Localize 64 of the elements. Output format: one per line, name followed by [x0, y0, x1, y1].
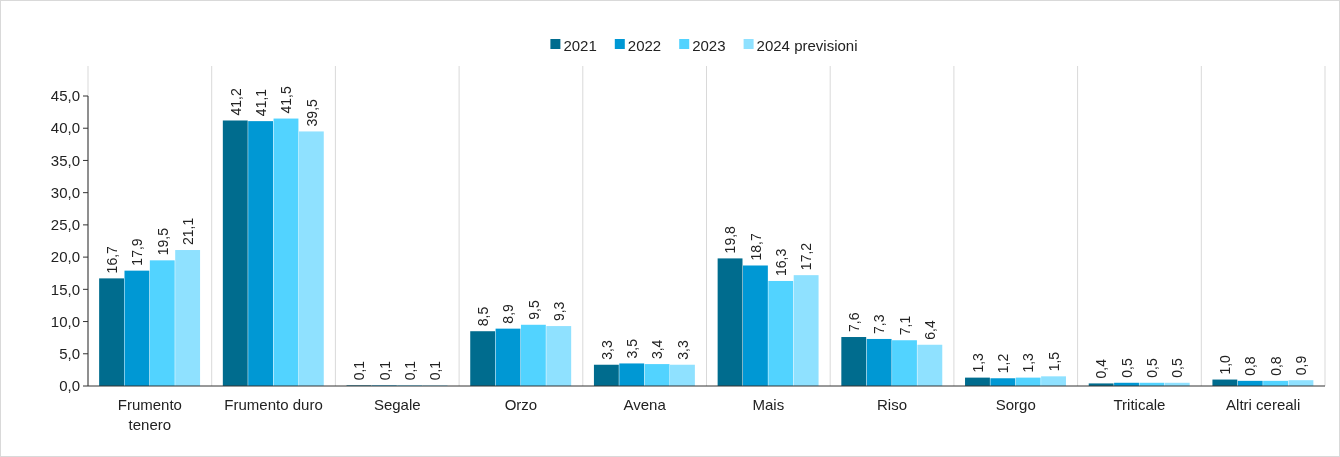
data-label: 41,5 [278, 86, 295, 114]
data-label: 1,5 [1045, 351, 1062, 372]
data-label: 7,3 [871, 314, 888, 334]
data-label: 19,8 [722, 225, 739, 254]
y-tick-label: 40,0 [50, 119, 80, 137]
data-label: 0,1 [427, 360, 444, 381]
data-label: 8,5 [474, 306, 491, 327]
data-label: 8,9 [500, 303, 517, 324]
x-tick-label: Segale [373, 396, 421, 413]
data-label: 0,9 [1293, 355, 1310, 376]
x-tick-label: Avena [623, 396, 667, 413]
data-label: 3,4 [649, 339, 666, 360]
x-tick-label: Altri cereali [1226, 396, 1301, 413]
data-label: 0,1 [351, 360, 368, 381]
data-label: 1,0 [1217, 354, 1234, 375]
y-tick-label: 45,0 [50, 87, 80, 105]
data-label: 0,5 [1118, 358, 1135, 378]
x-tick-label: Riso [877, 396, 908, 413]
data-label: 19,5 [154, 227, 171, 256]
x-tick-label: Mais [752, 396, 785, 413]
data-label: 7,6 [846, 312, 863, 333]
y-tick-label: 5,0 [59, 345, 80, 363]
x-tick-label: Triticale [1113, 396, 1166, 413]
data-label: 7,1 [896, 315, 913, 336]
data-label: 39,5 [303, 98, 320, 127]
data-label: 0,1 [376, 360, 393, 381]
data-label: 1,3 [1020, 352, 1037, 373]
data-label: 0,8 [1242, 356, 1259, 376]
y-tick-label: 30,0 [50, 183, 80, 201]
data-label: 0,4 [1093, 358, 1110, 379]
data-label: 1,2 [995, 353, 1012, 374]
data-label: 0,8 [1267, 356, 1284, 376]
y-tick-label: 0,0 [59, 377, 80, 395]
data-label: 9,5 [525, 300, 542, 320]
data-label: 41,2 [227, 88, 244, 116]
y-tick-label: 15,0 [50, 280, 80, 298]
data-label: 17,9 [129, 238, 146, 266]
x-tick-label: Frumento duro [224, 396, 323, 413]
y-tick-label: 35,0 [50, 151, 80, 169]
data-label: 9,3 [550, 301, 567, 322]
data-label: 6,4 [922, 320, 939, 340]
x-tick-label: Orzo [504, 396, 538, 413]
data-label: 16,7 [103, 245, 120, 274]
data-label: 21,1 [179, 217, 196, 246]
data-label: 3,3 [598, 340, 615, 360]
data-label: 17,2 [798, 242, 815, 271]
data-label: 41,1 [252, 88, 269, 117]
legend-label: 2023 [692, 37, 726, 55]
data-label: 0,1 [401, 360, 418, 381]
y-tick-label: 20,0 [50, 248, 80, 266]
y-tick-label: 25,0 [50, 216, 80, 234]
data-label: 3,3 [674, 340, 691, 360]
data-label: 3,5 [623, 338, 640, 359]
legend-label: 2024 previsioni [756, 37, 858, 55]
legend-label: 2021 [563, 37, 597, 55]
data-label: 18,7 [747, 233, 764, 261]
data-label: 1,3 [969, 352, 986, 373]
data-label: 16,3 [773, 248, 790, 276]
x-tick-label: Frumento tenero [117, 396, 182, 433]
data-label: 0,5 [1169, 358, 1186, 378]
legend-label: 2022 [627, 37, 662, 55]
y-tick-label: 10,0 [50, 312, 80, 330]
data-label: 0,5 [1144, 358, 1161, 378]
x-tick-label: Sorgo [995, 396, 1036, 413]
